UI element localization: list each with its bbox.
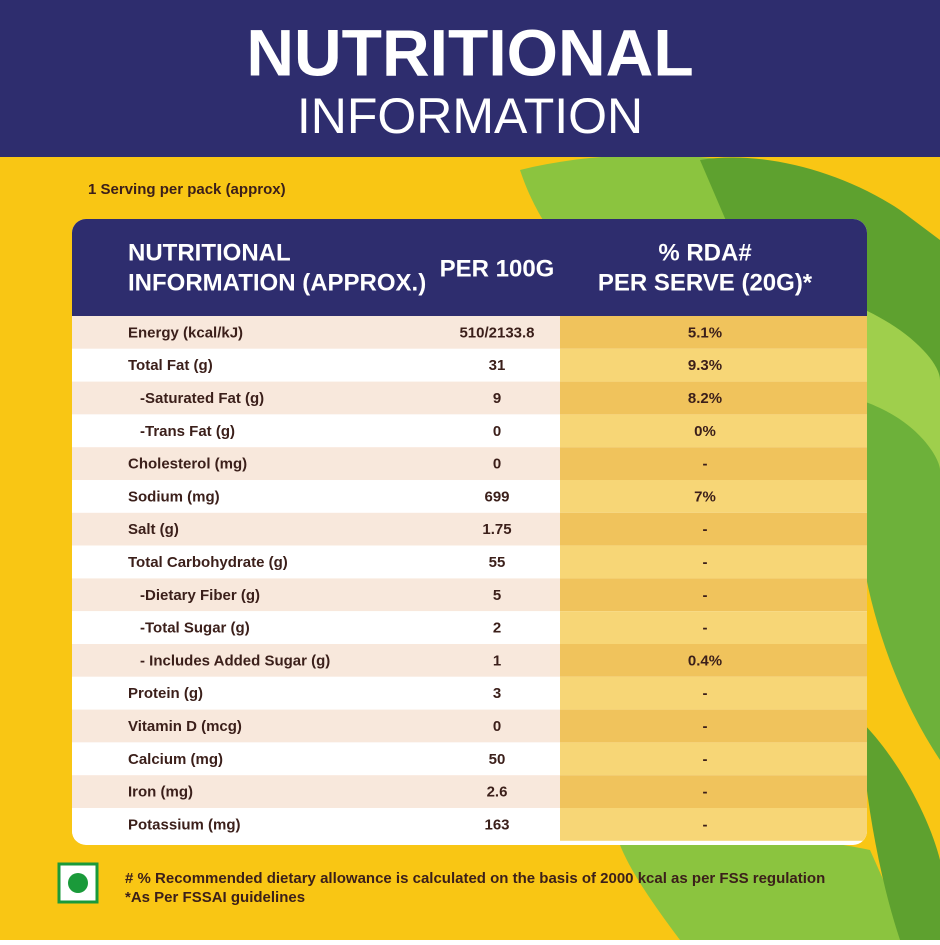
row-label: Cholesterol (mg) <box>128 456 247 473</box>
row-bg <box>72 316 560 349</box>
rda-bg <box>560 447 867 480</box>
per-100g: 0 <box>493 718 501 735</box>
header-band <box>0 0 940 157</box>
rda-value: - <box>703 521 708 538</box>
per-100g: 31 <box>489 357 506 374</box>
per-100g: 0 <box>493 423 501 440</box>
row-bg <box>72 644 560 677</box>
rda-value: - <box>703 554 708 571</box>
rda-value: 0% <box>694 423 716 440</box>
subtitle: INFORMATION <box>297 88 643 144</box>
row-label: Total Carbohydrate (g) <box>128 554 288 571</box>
row-bg <box>72 808 560 841</box>
table: NUTRITIONAL INFORMATION (APPROX.) PER 100G… <box>72 219 867 845</box>
per-100g: 163 <box>484 816 509 833</box>
rda-bg <box>560 611 867 644</box>
footnote: # % Recommended dietary allowance is cal… <box>125 870 825 887</box>
column-header: NUTRITIONAL <box>128 239 291 266</box>
per-100g: 5 <box>493 587 501 604</box>
row-bg <box>72 545 560 579</box>
rda-bg <box>560 545 867 579</box>
row-label: Calcium (mg) <box>128 751 223 768</box>
row-label: - Includes Added Sugar (g) <box>140 652 330 669</box>
rda-bg <box>560 512 867 546</box>
row-label: Sodium (mg) <box>128 488 220 505</box>
rda-value: - <box>703 587 708 604</box>
rda-value: - <box>703 751 708 768</box>
column-header: INFORMATION (APPROX.) <box>128 269 426 296</box>
rda-value: - <box>703 620 708 637</box>
row-bg <box>72 775 560 808</box>
rda-value: - <box>703 816 708 833</box>
rda-value: - <box>703 456 708 473</box>
rda-value: - <box>703 685 708 702</box>
rda-value: 8.2% <box>688 390 722 407</box>
rda-bg <box>560 480 867 513</box>
per-100g: 9 <box>493 390 501 407</box>
row-label: -Saturated Fat (g) <box>140 390 264 407</box>
footnote: *As Per FSSAI guidelines <box>125 889 305 906</box>
row-bg <box>72 742 560 776</box>
rda-bg <box>560 644 867 677</box>
rda-bg <box>560 348 867 382</box>
row-bg <box>72 381 560 415</box>
column-header: % RDA# <box>658 239 751 266</box>
rda-value: - <box>703 718 708 735</box>
column-header: PER 100G <box>440 255 555 282</box>
row-label: -Dietary Fiber (g) <box>140 587 260 604</box>
row-label: -Trans Fat (g) <box>140 423 235 440</box>
row-bg <box>72 447 560 480</box>
row-bg <box>72 348 560 382</box>
row-bg <box>72 414 560 448</box>
rda-bg <box>560 316 867 349</box>
rda-value: 9.3% <box>688 357 722 374</box>
row-label: Energy (kcal/kJ) <box>128 324 243 341</box>
row-bg <box>72 611 560 644</box>
rda-bg <box>560 381 867 415</box>
rda-value: 7% <box>694 488 716 505</box>
row-bg <box>72 709 560 743</box>
row-bg <box>72 578 560 612</box>
rda-bg <box>560 775 867 808</box>
rda-bg <box>560 709 867 743</box>
table-header <box>72 219 867 316</box>
rda-bg <box>560 808 867 841</box>
row-bg <box>72 676 560 710</box>
per-100g: 2.6 <box>487 784 508 801</box>
rda-bg <box>560 742 867 776</box>
per-100g: 2 <box>493 620 501 637</box>
row-label: Vitamin D (mcg) <box>128 718 242 735</box>
title: NUTRITIONAL <box>246 15 693 89</box>
rda-bg <box>560 578 867 612</box>
column-header: PER SERVE (20G)* <box>598 269 813 296</box>
rda-value: - <box>703 784 708 801</box>
rda-value: 0.4% <box>688 652 722 669</box>
row-bg <box>72 512 560 546</box>
rda-bg <box>560 676 867 710</box>
serving-note: 1 Serving per pack (approx) <box>88 181 286 198</box>
per-100g: 0 <box>493 456 501 473</box>
fssai-mark <box>57 862 99 904</box>
per-100g: 1.75 <box>482 521 511 538</box>
rda-bg <box>560 414 867 448</box>
per-100g: 3 <box>493 685 501 702</box>
row-label: Salt (g) <box>128 521 179 538</box>
per-100g: 699 <box>484 488 509 505</box>
per-100g: 55 <box>489 554 506 571</box>
row-label: Potassium (mg) <box>128 816 241 833</box>
row-label: Total Fat (g) <box>128 357 213 374</box>
row-bg <box>72 480 560 513</box>
row-label: Iron (mg) <box>128 784 193 801</box>
per-100g: 1 <box>493 652 501 669</box>
row-label: -Total Sugar (g) <box>140 620 250 637</box>
rda-value: 5.1% <box>688 324 722 341</box>
per-100g: 50 <box>489 751 506 768</box>
row-label: Protein (g) <box>128 685 203 702</box>
per-100g: 510/2133.8 <box>459 324 534 341</box>
